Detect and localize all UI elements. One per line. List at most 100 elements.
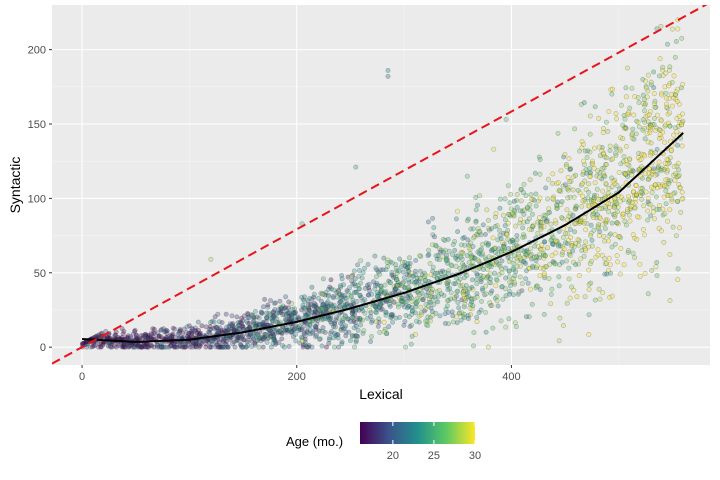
data-point (405, 265, 411, 271)
data-point (508, 191, 514, 197)
data-point (591, 192, 597, 198)
data-point (515, 291, 521, 297)
data-point (401, 275, 407, 281)
data-point (651, 168, 657, 174)
data-point (393, 315, 399, 321)
data-point (581, 244, 587, 250)
data-point (666, 181, 672, 187)
data-point (303, 320, 309, 326)
data-point (181, 344, 187, 350)
data-point (365, 292, 371, 298)
data-point (639, 191, 645, 197)
data-point (677, 185, 683, 191)
y-axis-title: Syntactic (7, 157, 23, 214)
data-point (514, 192, 520, 198)
data-point (662, 139, 668, 145)
data-point (634, 214, 640, 220)
data-point (454, 208, 460, 214)
data-point (113, 332, 119, 338)
data-point (405, 264, 411, 270)
data-point (546, 276, 552, 282)
data-point (332, 324, 338, 330)
data-point (134, 333, 140, 339)
data-point (562, 182, 568, 188)
data-point (298, 307, 304, 313)
data-point (473, 207, 479, 213)
data-point (309, 284, 315, 290)
data-point (335, 335, 341, 341)
data-point (336, 304, 342, 310)
data-point (507, 288, 513, 294)
data-point (569, 284, 575, 290)
data-point (251, 321, 257, 327)
data-point (413, 257, 419, 263)
data-point (601, 165, 607, 171)
x-tick-label: 400 (502, 371, 520, 383)
data-point (389, 312, 395, 318)
data-point (281, 311, 287, 317)
data-point (526, 216, 532, 222)
data-point (383, 299, 389, 305)
data-point (406, 303, 412, 309)
data-point (665, 218, 671, 224)
data-point (354, 333, 360, 339)
data-point (494, 298, 500, 304)
data-point (168, 343, 174, 349)
data-point (452, 239, 458, 245)
data-point (209, 318, 215, 324)
data-point (656, 182, 662, 188)
data-point (606, 255, 612, 261)
data-point (665, 179, 671, 185)
data-point (132, 327, 138, 333)
data-point (495, 303, 501, 309)
data-point (337, 292, 343, 298)
data-point (241, 337, 247, 343)
data-point (543, 218, 549, 224)
data-point (674, 198, 680, 204)
data-point (554, 181, 560, 187)
data-point (673, 96, 679, 102)
data-point (676, 113, 682, 119)
data-point (394, 268, 400, 274)
data-point (617, 234, 623, 240)
data-point (525, 280, 531, 286)
data-point (633, 196, 639, 202)
data-point (647, 201, 653, 207)
data-point (523, 193, 529, 199)
data-point (347, 285, 353, 291)
data-point (254, 314, 260, 320)
data-point (96, 344, 102, 350)
data-point (606, 233, 612, 239)
data-point (461, 288, 467, 294)
data-point (614, 116, 620, 122)
data-point (436, 246, 442, 252)
data-point (503, 275, 509, 281)
data-point (484, 266, 490, 272)
data-point (672, 177, 678, 183)
data-point (238, 342, 244, 348)
data-point (283, 294, 289, 300)
data-point (600, 221, 606, 227)
data-point (284, 329, 290, 335)
data-point (284, 327, 290, 333)
data-point (596, 222, 602, 228)
data-point (392, 287, 398, 293)
data-point (647, 127, 653, 133)
data-point (322, 304, 328, 310)
data-point (595, 168, 601, 174)
data-point (456, 279, 462, 285)
data-point (317, 307, 323, 313)
data-point (399, 298, 405, 304)
data-point (339, 293, 345, 299)
data-point (375, 291, 381, 297)
data-point (503, 231, 509, 237)
data-point (436, 257, 442, 263)
data-point (582, 294, 588, 300)
data-point (462, 301, 468, 307)
data-point (492, 214, 498, 220)
data-point (521, 211, 527, 217)
data-point (481, 292, 487, 298)
data-point (571, 287, 577, 293)
data-point (612, 232, 618, 238)
data-point (557, 315, 563, 321)
